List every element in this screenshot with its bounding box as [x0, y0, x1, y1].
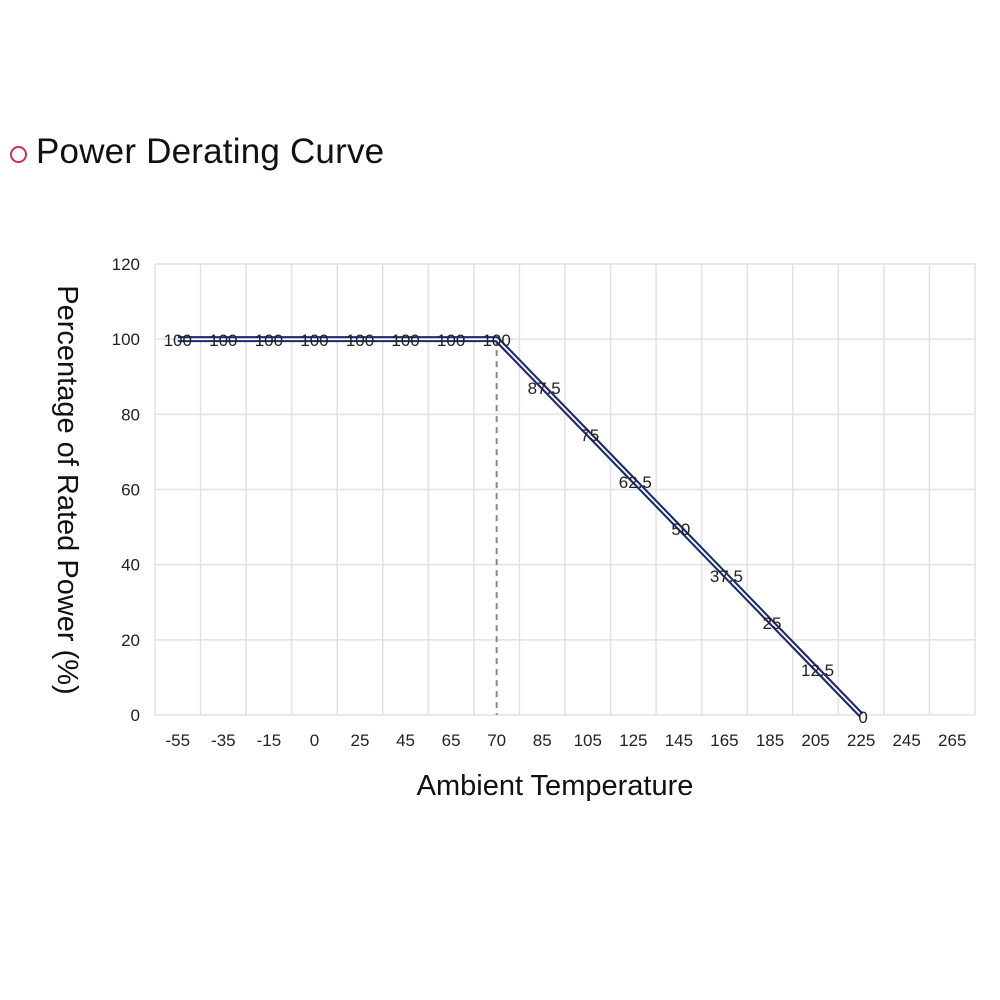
x-tick-label: 265	[938, 731, 966, 750]
y-tick-label: 0	[131, 706, 140, 725]
x-tick-label: 85	[533, 731, 552, 750]
x-tick-label: 245	[892, 731, 920, 750]
x-tick-label: 45	[396, 731, 415, 750]
data-label: 12.5	[801, 661, 834, 680]
data-label: 100	[209, 331, 237, 350]
x-tick-label: 205	[801, 731, 829, 750]
y-tick-label: 80	[121, 405, 140, 424]
x-tick-label: 145	[665, 731, 693, 750]
series-line-inner	[177, 338, 862, 716]
x-tick-label: 225	[847, 731, 875, 750]
chart-title: Power Derating Curve	[36, 132, 385, 171]
data-label: 100	[255, 331, 283, 350]
data-label: 62.5	[619, 473, 652, 492]
circle-bullet-icon	[10, 145, 27, 163]
x-tick-label: -35	[211, 731, 236, 750]
data-label: 100	[391, 331, 419, 350]
data-label: 100	[164, 331, 192, 350]
data-label: 50	[671, 520, 690, 539]
y-tick-label: 20	[121, 631, 140, 650]
x-tick-label: -55	[165, 731, 190, 750]
data-label: 100	[482, 331, 510, 350]
x-tick-label: 65	[442, 731, 461, 750]
data-label: 100	[437, 331, 465, 350]
data-label: 37.5	[710, 567, 743, 586]
x-tick-label: 185	[756, 731, 784, 750]
data-label: 100	[300, 331, 328, 350]
x-tick-label: 0	[310, 731, 319, 750]
chart-header: Power Derating Curve	[10, 132, 384, 172]
data-label: 100	[346, 331, 374, 350]
x-tick-label: 25	[351, 731, 370, 750]
x-tick-label: 165	[710, 731, 738, 750]
x-tick-label: 70	[487, 731, 506, 750]
x-tick-label: 125	[619, 731, 647, 750]
data-label: 0	[858, 708, 867, 727]
x-tick-label: -15	[257, 731, 282, 750]
y-tick-label: 40	[121, 556, 140, 575]
y-tick-label: 60	[121, 481, 140, 500]
data-label: 75	[580, 426, 599, 445]
data-label: 87.5	[528, 379, 561, 398]
x-axis-label: Ambient Temperature	[417, 770, 694, 802]
data-label: 25	[763, 614, 782, 633]
y-tick-label: 120	[112, 255, 140, 274]
y-tick-label: 100	[112, 330, 140, 349]
x-tick-label: 105	[574, 731, 602, 750]
y-axis-label: Percentage of Rated Power (%)	[51, 285, 83, 694]
